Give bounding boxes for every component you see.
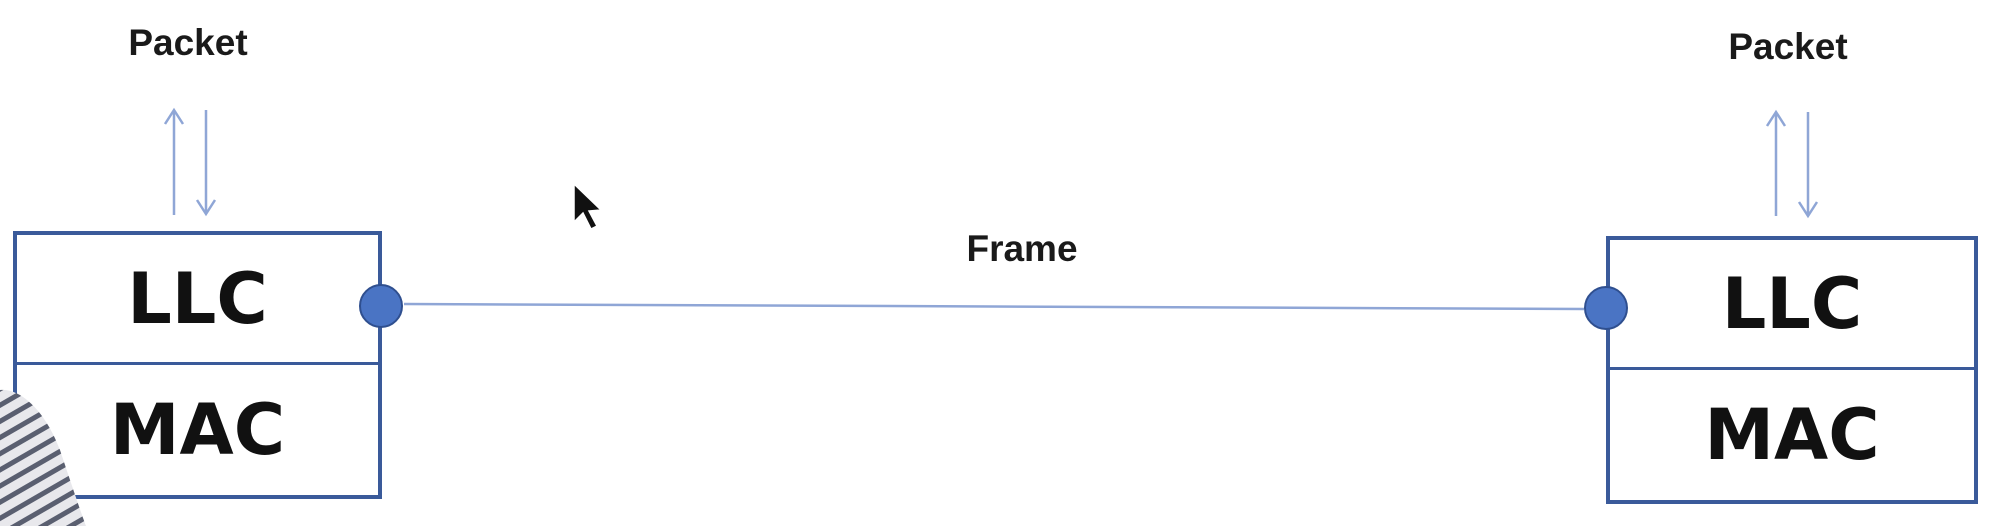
down-arrow-icon xyxy=(1797,112,1819,219)
cursor-arrow-icon xyxy=(573,182,603,231)
left-llc-label: LLC xyxy=(127,257,268,340)
down-arrow-icon xyxy=(195,110,217,217)
frame-link-line xyxy=(403,302,1585,311)
right-llc-label: LLC xyxy=(1721,262,1863,345)
left-llc-layer: LLC xyxy=(17,235,378,365)
right-protocol-stack: LLC MAC xyxy=(1606,236,1978,504)
right-packet-label: Packet xyxy=(1728,26,1848,67)
left-mac-label: MAC xyxy=(109,389,286,471)
presenter-shirt-image xyxy=(0,370,90,526)
left-protocol-stack: LLC MAC xyxy=(13,231,382,499)
right-mac-layer: MAC xyxy=(1610,370,1974,500)
left-mac-layer: MAC xyxy=(17,365,378,495)
frame-label: Frame xyxy=(966,228,1078,269)
up-arrow-icon xyxy=(163,107,185,215)
right-mac-label: MAC xyxy=(1704,394,1880,476)
left-packet-label: Packet xyxy=(128,22,248,63)
right-llc-layer: LLC xyxy=(1610,240,1974,370)
up-arrow-icon xyxy=(1765,109,1787,216)
